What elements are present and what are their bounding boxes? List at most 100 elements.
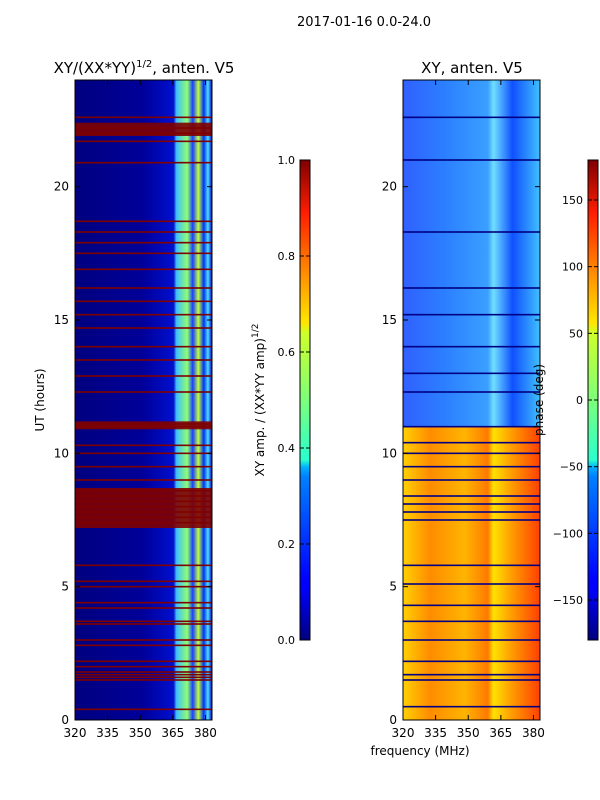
phase-colorbar-label: phase (deg) bbox=[532, 364, 546, 436]
phase-xtick-label: 320 bbox=[392, 726, 415, 740]
amp-flag-row bbox=[75, 644, 212, 647]
figure-suptitle: 2017-01-16 0.0-24.0 bbox=[297, 15, 431, 30]
amp-flag-row bbox=[75, 665, 212, 668]
amp-flag-row bbox=[75, 585, 212, 588]
phase-flag-row bbox=[403, 372, 540, 375]
amp-flag-row bbox=[75, 505, 212, 508]
amp-ylabel: UT (hours) bbox=[33, 368, 47, 431]
phase-flag-row bbox=[403, 159, 540, 161]
phase-flag-row bbox=[403, 511, 540, 513]
amp-flag-row bbox=[75, 673, 212, 676]
amp-xtick-label: 335 bbox=[96, 726, 119, 740]
phase-xtick-label: 350 bbox=[457, 726, 480, 740]
phase-flag-row bbox=[403, 441, 540, 444]
phase-flag-rows bbox=[403, 116, 540, 708]
amp-cb-tick-label: 1.0 bbox=[278, 154, 296, 167]
amp-flag-row bbox=[75, 268, 212, 271]
amp-y-axis: 0 5 10 15 20 bbox=[54, 180, 212, 727]
phase-ytick-label: 5 bbox=[389, 580, 397, 594]
phase-region-upper bbox=[403, 80, 540, 427]
amp-flag-row bbox=[75, 620, 212, 623]
phase-flag-row bbox=[403, 425, 540, 428]
amp-flag-row bbox=[75, 479, 212, 481]
phase-flag-row bbox=[403, 495, 540, 497]
amp-flag-row bbox=[75, 601, 212, 604]
amp-cb-tick-label: 0.8 bbox=[278, 250, 296, 263]
amp-flag-row bbox=[75, 511, 212, 513]
amp-flag-row bbox=[75, 516, 212, 519]
amp-flag-row bbox=[75, 679, 212, 681]
amp-flag-row bbox=[75, 671, 212, 673]
amp-flag-row bbox=[75, 564, 212, 567]
phase-flag-row bbox=[403, 673, 540, 676]
phase-cb-tick-label: 50 bbox=[569, 327, 583, 340]
phase-flag-row bbox=[403, 287, 540, 289]
amp-flag-row bbox=[75, 287, 212, 289]
amp-cb-tick-label: 0.6 bbox=[278, 346, 296, 359]
phase-colorbar: −150 −100 −50 0 50 100 150 phase (deg) bbox=[532, 159, 599, 641]
phase-flag-row bbox=[403, 313, 540, 316]
amp-flag-row bbox=[75, 452, 212, 455]
amp-flag-row bbox=[75, 359, 212, 361]
amp-flag-row bbox=[75, 327, 212, 329]
phase-flag-row bbox=[403, 564, 540, 567]
phase-flag-row bbox=[403, 503, 540, 505]
amp-heatmap-background bbox=[75, 80, 212, 720]
phase-flag-row bbox=[403, 604, 540, 607]
amp-flag-row bbox=[75, 127, 212, 129]
amp-flag-row bbox=[75, 423, 212, 425]
amp-flag-row bbox=[75, 116, 212, 119]
amp-flag-row bbox=[75, 231, 212, 233]
amp-cb-tick-label: 0.4 bbox=[278, 442, 296, 455]
amp-flag-row bbox=[75, 495, 212, 497]
phase-cb-tick-label: −50 bbox=[560, 461, 583, 474]
amp-flag-row bbox=[75, 252, 212, 255]
phase-flag-row bbox=[403, 705, 540, 708]
phase-flag-row bbox=[403, 519, 540, 521]
phase-cb-tick-label: 0 bbox=[576, 394, 583, 407]
phase-heatmap bbox=[403, 80, 540, 720]
amp-xtick-label: 350 bbox=[129, 726, 152, 740]
amp-cb-label-sup: 1/2 bbox=[251, 324, 261, 338]
amp-panel: XY/(XX*YY)1/2, anten. V5 320 335 350 365 380… bbox=[33, 59, 234, 740]
phase-flag-row bbox=[403, 452, 540, 455]
phase-xtick-label: 335 bbox=[424, 726, 447, 740]
amp-flag-band bbox=[75, 488, 212, 528]
phase-flag-row bbox=[403, 583, 540, 585]
amp-ytick-label: 10 bbox=[54, 446, 69, 460]
phase-flag-row bbox=[403, 116, 540, 119]
phase-xtick-label: 365 bbox=[489, 726, 512, 740]
amp-flag-row bbox=[75, 607, 212, 609]
amp-flag-row bbox=[75, 444, 212, 447]
amp-title-sup: 1/2 bbox=[136, 59, 152, 70]
amp-ytick-label: 20 bbox=[54, 180, 69, 194]
phase-flag-row bbox=[403, 660, 540, 663]
amp-flag-row bbox=[75, 313, 212, 316]
phase-ytick-label: 15 bbox=[382, 313, 397, 327]
amp-flag-row bbox=[75, 425, 212, 428]
amp-flag-bands bbox=[75, 122, 212, 528]
amp-flag-row bbox=[75, 345, 212, 348]
phase-ytick-label: 0 bbox=[389, 713, 397, 727]
phase-y-axis: 0 5 10 15 20 bbox=[382, 180, 540, 727]
amp-flag-row bbox=[75, 391, 212, 393]
phase-flag-row bbox=[403, 391, 540, 393]
amp-flag-row bbox=[75, 161, 212, 164]
amp-heatmap bbox=[75, 80, 212, 720]
amp-flag-row bbox=[75, 623, 212, 625]
phase-axes-frame bbox=[402, 79, 541, 721]
phase-flag-row bbox=[403, 345, 540, 348]
amp-flag-row bbox=[75, 132, 212, 135]
phase-panel-title: XY, anten. V5 bbox=[421, 59, 523, 77]
amp-ytick-label: 0 bbox=[61, 713, 69, 727]
amp-flag-row bbox=[75, 639, 212, 641]
amp-cb-label-main: XY amp. / (XX*YY amp) bbox=[253, 338, 267, 476]
phase-region-lower bbox=[403, 426, 540, 720]
phase-flag-row bbox=[403, 679, 540, 681]
amp-ytick-label: 5 bbox=[61, 580, 69, 594]
amp-title-main: XY/(XX*YY) bbox=[54, 59, 137, 77]
amp-flag-row bbox=[75, 465, 212, 468]
phase-flag-row bbox=[403, 465, 540, 468]
amp-flag-row bbox=[75, 375, 212, 377]
phase-cb-tick-label: 100 bbox=[562, 261, 583, 274]
